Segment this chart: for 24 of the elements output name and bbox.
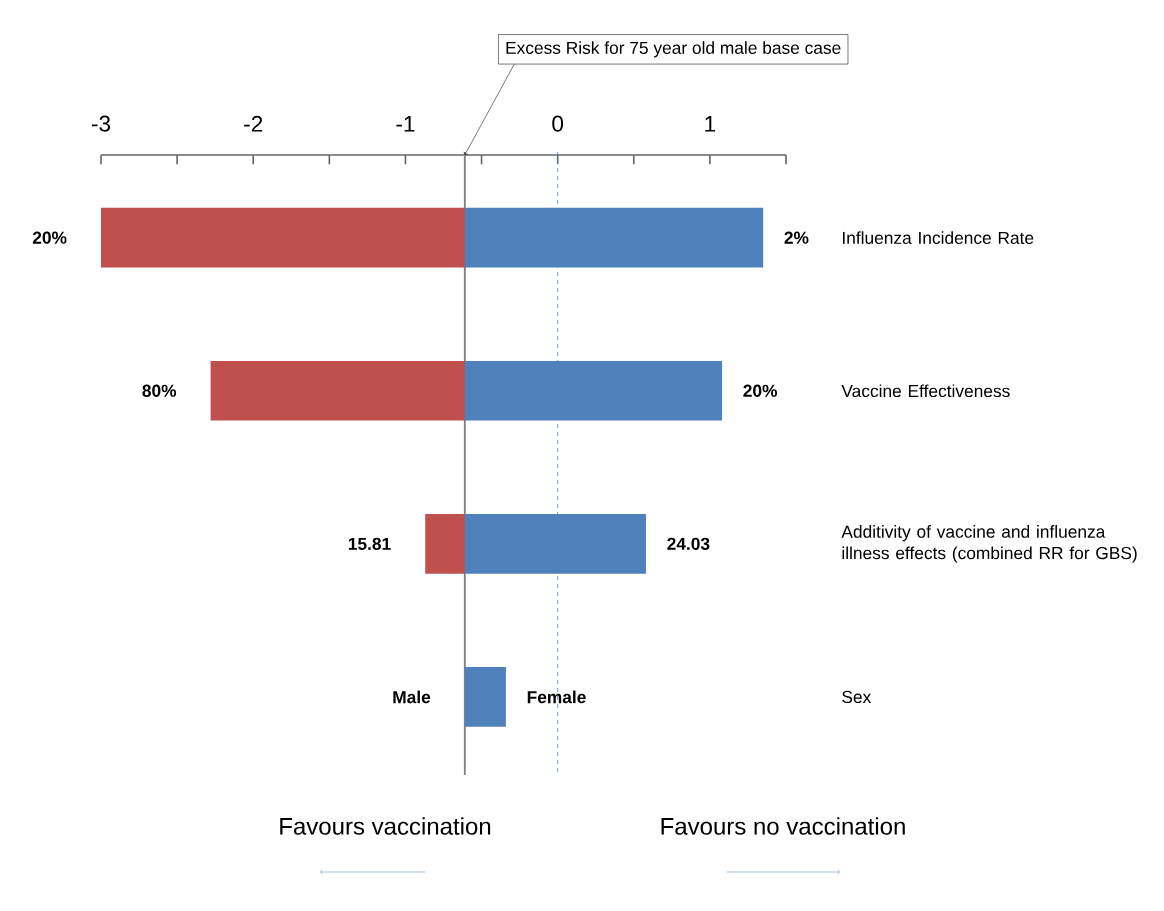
- ref-line-label: Excess Risk for 75 year old male base case: [506, 41, 841, 58]
- annotation: 80%: [142, 384, 177, 397]
- x-tick-label: -2: [244, 115, 263, 132]
- text: Favours no vaccination: [661, 817, 905, 835]
- annotation: 2%: [784, 231, 809, 244]
- annotation: Female: [527, 690, 586, 704]
- x-tick-label: 0: [552, 115, 564, 132]
- annotation: 20%: [743, 384, 778, 397]
- x-tick-label: -1: [396, 116, 415, 132]
- x-tick-label: -3: [91, 115, 111, 132]
- text: Favours vaccination: [280, 817, 491, 835]
- bar: [425, 513, 465, 574]
- x-tick-label: 1: [705, 116, 716, 132]
- y-tick-label: Vaccine Effectiveness: [841, 384, 1010, 398]
- y-tick-label: Influenza Incidence Rate: [842, 231, 1034, 245]
- annotation: 24.03: [667, 537, 710, 550]
- y-tick-label: Additivity of vaccine and influenza illness effects (combined RR for GBS): [841, 525, 1137, 563]
- annotation: 15.81: [348, 537, 391, 550]
- bar: [210, 360, 465, 421]
- annotation: 20%: [32, 231, 67, 244]
- y-tick-label: Sex: [842, 690, 872, 704]
- bar: [101, 207, 465, 268]
- bar: [464, 667, 506, 727]
- annotation: Male: [393, 690, 431, 704]
